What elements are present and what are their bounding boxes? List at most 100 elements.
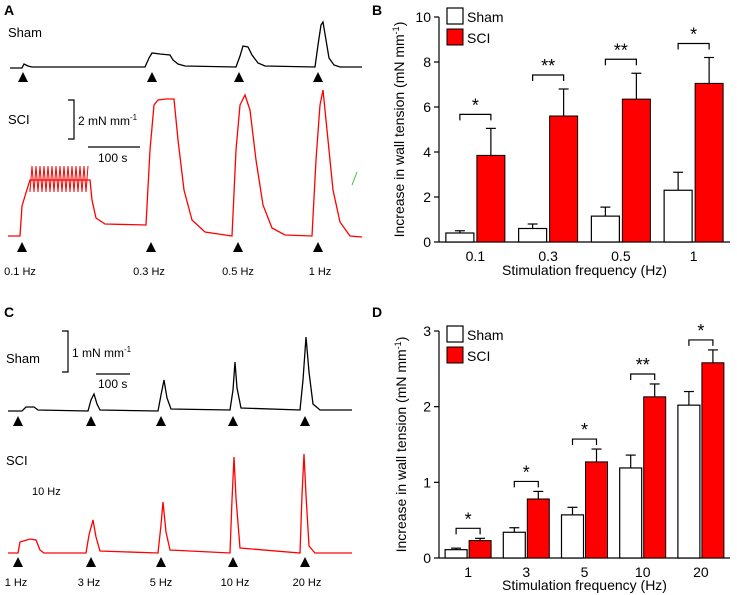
significance-bracket <box>571 438 598 446</box>
panel-a-sham-trace <box>10 20 362 69</box>
sham-bar <box>560 514 585 559</box>
significance-bracket <box>677 42 710 50</box>
stimulus-label: 0.3 Hz <box>133 266 165 278</box>
y-tick-label: 6 <box>423 99 431 115</box>
panel-letter: D <box>372 304 382 320</box>
stimulus-label: 1 Hz <box>5 577 28 589</box>
stimulus-arrow <box>233 242 243 252</box>
x-tick-label: 20 <box>693 564 709 580</box>
x-axis-label: Stimulation frequency (Hz) <box>502 262 667 278</box>
sci-bar <box>526 498 550 559</box>
sham-bar <box>445 232 475 243</box>
y-axis-label: Increase in wall tension (mN mm-1) <box>393 337 409 553</box>
sham-bar <box>518 227 548 243</box>
panel-a-sci-stimulus-markers: 0.1 Hz 0.3 Hz 0.5 Hz 1 Hz <box>4 242 331 278</box>
panel-a-letter: A <box>4 2 14 18</box>
y-tick-label: 4 <box>423 144 431 160</box>
y-tick-label: 1 <box>423 474 431 490</box>
sci-bar <box>694 82 724 243</box>
panel-c-sci-label: SCI <box>6 453 28 468</box>
panel-d-bar-chart: D 0 1 2 3 Increase in wall tension (mN mm-1) S… <box>372 304 730 593</box>
significance-marker: * <box>465 509 472 529</box>
significance-bracket <box>459 113 492 121</box>
stimulus-label: 5 Hz <box>150 577 173 589</box>
stimulus-label: 0.5 Hz <box>222 266 254 278</box>
y-axis-label-close: ) <box>391 22 407 27</box>
panel-c-sci-trace <box>8 453 352 554</box>
significance-marker: * <box>690 25 697 45</box>
x-axis-label: Stimulation frequency (Hz) <box>502 577 667 593</box>
x-tick-label: 1 <box>690 248 698 264</box>
y-axis-label-close: ) <box>393 337 409 342</box>
panel-a-sham-label: Sham <box>8 25 42 40</box>
y-tick-label: 3 <box>423 323 431 339</box>
sham-bar <box>502 531 526 559</box>
stimulus-label: 1 Hz <box>309 266 332 278</box>
significance-marker: ** <box>541 56 555 76</box>
y-tick-label: 10 <box>415 9 431 25</box>
legend-label-sci: SCI <box>467 348 490 364</box>
y-axis-label-exponent: -1 <box>393 341 403 349</box>
stimulus-arrow <box>234 72 244 82</box>
stimulus-arrow <box>146 242 156 252</box>
panel-a-sham-stimulus-markers <box>18 72 323 82</box>
x-tick-label: 10 <box>635 564 651 580</box>
panel-a-traces: A Sham SCI 2 mN mm-1 100 s 0.1 Hz 0.3 Hz 0… <box>4 2 363 278</box>
stimulus-arrow <box>300 416 310 426</box>
y-tick-label: 2 <box>423 189 431 205</box>
significance-bracket <box>455 527 481 535</box>
panel-c-sham-label: Sham <box>6 351 40 366</box>
significance-marker: ** <box>614 40 628 60</box>
significance-marker: * <box>472 95 479 115</box>
legend-swatch-sham <box>446 7 464 25</box>
sci-bar <box>585 461 608 559</box>
sham-bar <box>590 215 620 243</box>
y-tick-label: 0 <box>423 550 431 566</box>
sci-bar <box>701 362 725 559</box>
panel-c-scale-y-label: 1 mN mm-1 <box>72 345 132 360</box>
legend-swatch-sci <box>446 28 464 46</box>
y-axis-label-exponent: -1 <box>391 26 401 34</box>
sham-bar <box>663 189 693 243</box>
sham-bar <box>677 404 701 559</box>
stimulus-label: 10 Hz <box>221 577 250 589</box>
significance-bracket <box>630 373 656 380</box>
legend-label-sham: Sham <box>467 327 504 343</box>
x-tick-label: 1 <box>464 564 472 580</box>
x-tick-label: 0.3 <box>538 248 558 264</box>
stimulus-arrow <box>18 72 28 82</box>
stimulus-label: 0.1 Hz <box>4 266 36 278</box>
sci-bar <box>476 154 506 243</box>
stimulus-arrow <box>147 72 157 82</box>
y-axis-label: Increase in wall tension (mN mm-1) <box>391 22 407 238</box>
panel-c-traces: C Sham SCI 10 Hz 1 mN mm-1 100 s 1 Hz 3 H… <box>4 304 352 589</box>
stimulus-label: 20 Hz <box>293 577 322 589</box>
sci-bar <box>549 115 579 243</box>
stimulus-arrow <box>86 416 96 426</box>
panel-a-sci-label: SCI <box>8 112 30 127</box>
stimulus-arrow <box>156 557 166 567</box>
y-axis-label-text: Increase in wall tension (mN mm <box>393 349 409 552</box>
legend-swatch-sci <box>446 346 464 364</box>
stimulus-arrow <box>313 242 323 252</box>
panel-letter: B <box>372 2 382 18</box>
sham-bar <box>619 467 643 559</box>
x-tick-label: 0.1 <box>466 248 486 264</box>
sci-bar <box>643 396 667 559</box>
panel-c-sham-trace <box>8 336 352 412</box>
sci-bar <box>468 540 492 559</box>
panel-b-bar-chart: B 0 2 4 6 8 10 Increase in wall tension (mN mm-… <box>372 2 730 278</box>
x-tick-label: 5 <box>581 564 589 580</box>
stimulus-arrow <box>17 242 27 252</box>
significance-marker: * <box>523 462 530 482</box>
sci-bar <box>621 98 651 243</box>
stimulus-arrow <box>228 416 238 426</box>
stimulus-arrow <box>13 416 23 426</box>
y-axis-label-text: Increase in wall tension (mN mm <box>391 34 407 237</box>
panel-c-sci-stimulus-markers: 1 Hz 3 Hz 5 Hz 10 Hz 20 Hz <box>5 557 322 589</box>
panel-a-scale-x-label: 100 s <box>98 151 127 165</box>
legend-label-sci: SCI <box>467 30 490 46</box>
panel-a-scale-bar-y <box>68 99 75 140</box>
panel-c-letter: C <box>4 304 14 320</box>
